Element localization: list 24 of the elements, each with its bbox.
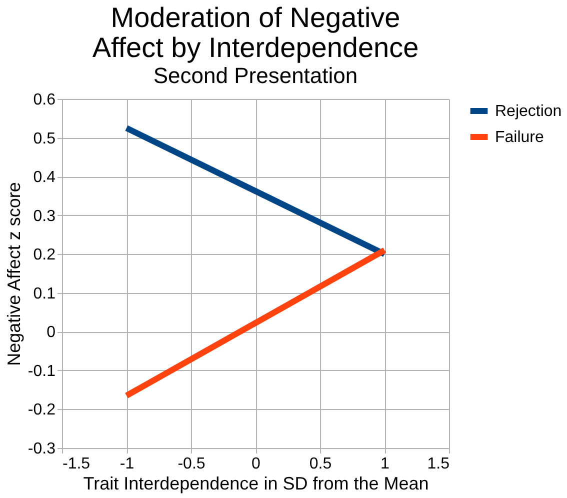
y-tick-label: 0.4	[33, 169, 56, 186]
text: Moderation of Negative	[110, 2, 400, 33]
y-tick-label: 0.2	[33, 246, 56, 264]
y-axis-title: Negative Affect z score	[4, 182, 24, 366]
legend-label: Rejection	[495, 103, 562, 120]
text: Affect by Interdependence	[92, 32, 419, 63]
y-tick-label: -0.3	[28, 440, 56, 458]
y-tick-label: -0.2	[28, 402, 56, 419]
x-tick-label: 0.5	[309, 456, 332, 472]
x-tick-label: -0.5	[178, 456, 206, 472]
y-tick-label: 0.5	[33, 130, 56, 148]
x-tick-label: 0	[252, 456, 261, 472]
y-tick-label: 0.3	[33, 208, 56, 225]
x-tick-label: 1	[380, 456, 390, 472]
chart-subtitle: Second Presentation	[153, 63, 358, 88]
x-tick-label: -1	[120, 456, 134, 472]
legend-label: Failure	[495, 129, 544, 146]
y-tick-label: -0.1	[28, 362, 56, 380]
y-tick-label: 0.1	[33, 285, 56, 302]
x-tick-label: 1.5	[427, 456, 450, 472]
x-axis-title: Trait Interdependence in SD from the Mean	[83, 474, 429, 494]
y-tick-label: 0.6	[33, 92, 56, 108]
x-tick-label: -1.5	[62, 456, 90, 472]
y-tick-label: 0	[46, 324, 56, 342]
